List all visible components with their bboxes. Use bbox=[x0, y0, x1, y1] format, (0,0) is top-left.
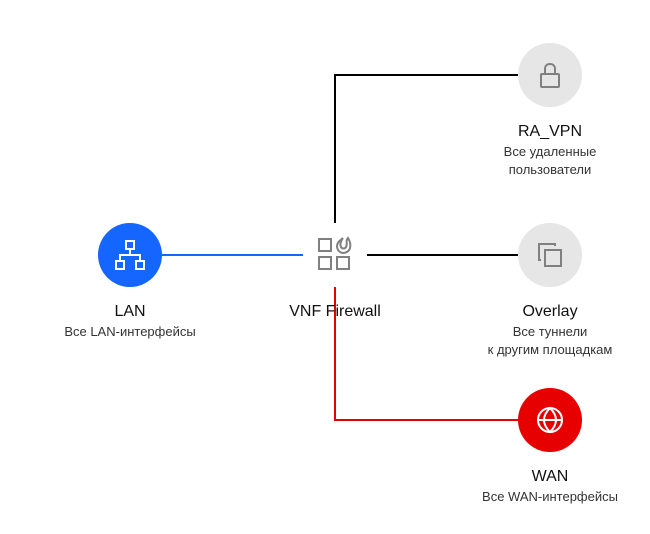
node-overlay bbox=[518, 223, 582, 287]
wan-circle bbox=[518, 388, 582, 452]
firewall-title: VNF Firewall bbox=[289, 303, 381, 321]
ra-vpn-circle bbox=[518, 43, 582, 107]
node-lan bbox=[98, 223, 162, 287]
lan-circle bbox=[98, 223, 162, 287]
overlay-circle bbox=[518, 223, 582, 287]
lan-subtitle: Все LAN-интерфейсы bbox=[64, 323, 195, 341]
ra-vpn-title: RA_VPN bbox=[518, 123, 582, 141]
network-icon bbox=[113, 238, 147, 272]
lock-icon bbox=[535, 60, 565, 90]
globe-icon bbox=[534, 404, 566, 436]
node-firewall bbox=[303, 223, 367, 287]
node-firewall-labels: VNF Firewall bbox=[255, 293, 415, 321]
firewall-box bbox=[303, 223, 367, 287]
node-ra-vpn bbox=[518, 43, 582, 107]
wan-subtitle: Все WAN-интерфейсы bbox=[482, 488, 618, 506]
node-ra-vpn-labels: RA_VPN Все удаленныепользователи bbox=[470, 113, 630, 178]
node-overlay-labels: Overlay Все туннелик другим площадкам bbox=[470, 293, 630, 358]
node-wan-labels: WAN Все WAN-интерфейсы bbox=[470, 458, 630, 506]
node-lan-labels: LAN Все LAN-интерфейсы bbox=[50, 293, 210, 341]
overlay-title: Overlay bbox=[522, 303, 577, 321]
copy-icon bbox=[534, 239, 566, 271]
wan-title: WAN bbox=[532, 468, 569, 486]
firewall-grid-flame-icon bbox=[315, 235, 355, 275]
ra-vpn-subtitle: Все удаленныепользователи bbox=[504, 143, 597, 178]
lan-title: LAN bbox=[114, 303, 145, 321]
node-wan bbox=[518, 388, 582, 452]
overlay-subtitle: Все туннелик другим площадкам bbox=[488, 323, 613, 358]
